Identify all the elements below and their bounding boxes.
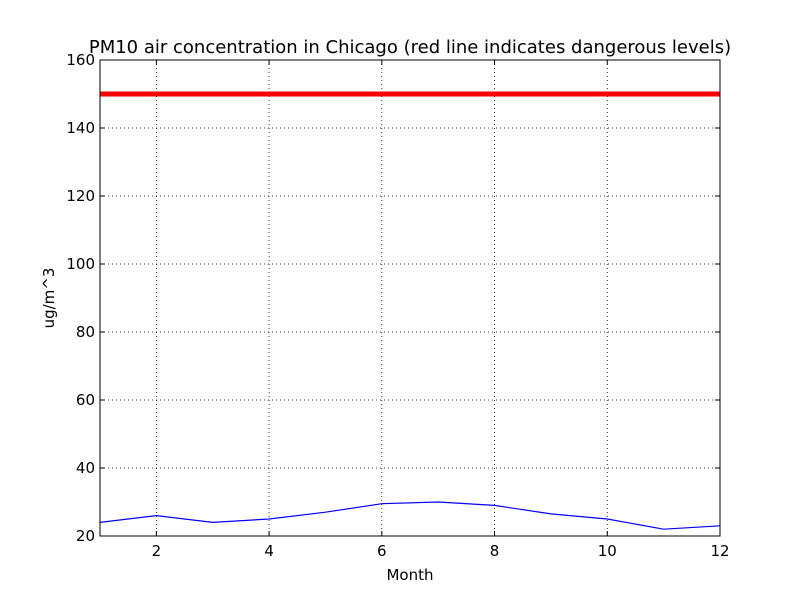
x-axis-label: Month: [386, 566, 433, 584]
chart-title: PM10 air concentration in Chicago (red l…: [89, 37, 731, 58]
y-tick-label: 120: [66, 187, 95, 205]
y-tick-label: 80: [76, 323, 95, 341]
y-axis-label: ug/m^3: [40, 268, 58, 329]
x-tick-label: 2: [152, 542, 162, 560]
pm10-series-line: [99, 501, 721, 530]
ticks: 2 4 6 8 10 12 20 40 60 80 100 120 140 160: [66, 51, 729, 560]
x-tick-label: 10: [598, 542, 617, 560]
grid: [100, 60, 720, 536]
y-tick-label: 40: [76, 459, 95, 477]
y-tick-label: 20: [76, 527, 95, 545]
y-tick-label: 160: [66, 51, 95, 69]
plot-frame: [99, 59, 721, 537]
y-tick-label: 100: [66, 255, 95, 273]
x-tick-label: 6: [377, 542, 387, 560]
y-tick-label: 60: [76, 391, 95, 409]
y-tick-label: 140: [66, 119, 95, 137]
x-tick-label: 4: [264, 542, 274, 560]
series-layer: [99, 501, 721, 530]
x-tick-label: 12: [710, 542, 729, 560]
x-tick-label: 8: [490, 542, 500, 560]
